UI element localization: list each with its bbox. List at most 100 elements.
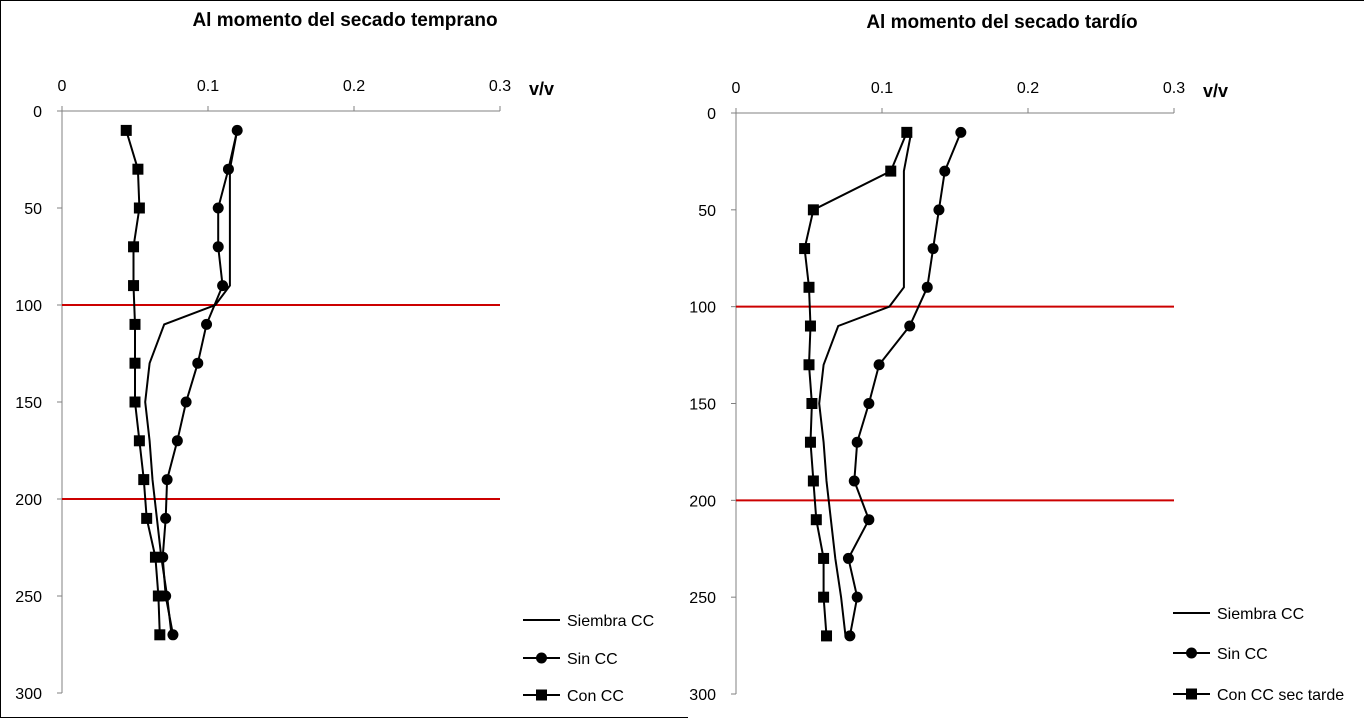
series-line <box>818 132 913 637</box>
data-point-circle <box>171 435 183 447</box>
series-line <box>847 132 962 637</box>
chart-title: Al momento del secado tardío <box>866 12 1137 33</box>
y-tick-label: 300 <box>689 687 716 704</box>
series-sin-cc <box>842 126 967 642</box>
data-point-circle <box>192 357 204 369</box>
legend-item: Sin CC <box>523 651 618 668</box>
legend-label: Sin CC <box>1217 646 1268 663</box>
legend-label: Con CC sec tarde <box>1217 687 1344 704</box>
data-point-square <box>806 398 818 409</box>
legend-item: Siembra CC <box>523 613 654 630</box>
legend-item: Con CC <box>523 688 624 705</box>
legend-label: Siembra CC <box>567 613 654 630</box>
data-point-square <box>803 281 815 293</box>
data-point-circle <box>851 591 863 603</box>
data-point-square <box>128 241 140 253</box>
legend-item: Sin CC <box>1173 646 1268 663</box>
data-point-square <box>149 551 161 563</box>
data-point-square <box>804 436 816 448</box>
legend-marker <box>536 652 547 664</box>
chart-svg-early: Al momento del secado temprano 0 0.1 0.2 0.3… <box>15 10 654 705</box>
series-con-cc-sec-tarde <box>799 126 913 642</box>
data-point-circle <box>842 552 854 564</box>
data-point-circle <box>217 280 229 292</box>
x-tick-label: 0.3 <box>489 78 511 95</box>
y-tick-label: 100 <box>689 300 716 317</box>
x-tick-label: 0.2 <box>1017 80 1039 97</box>
data-point-square <box>129 396 141 408</box>
chart-panel-early: Al momento del secado temprano 0 0.1 0.2 0.3… <box>0 0 688 718</box>
x-tick-label: 0.2 <box>343 78 365 95</box>
y-tick-label: 150 <box>689 397 716 414</box>
legend-marker <box>1186 688 1197 700</box>
y-tick-label: 250 <box>689 590 716 607</box>
data-point-square <box>807 204 819 216</box>
data-point-circle <box>904 320 916 332</box>
y-tick-label: 200 <box>15 492 42 509</box>
data-point-square <box>128 280 140 292</box>
data-point-square <box>132 163 144 175</box>
legend-marker <box>1186 647 1197 659</box>
data-point-square <box>803 359 815 371</box>
data-point-square <box>154 629 166 641</box>
data-point-square <box>120 124 132 136</box>
series-line <box>144 130 239 635</box>
data-point-circle <box>160 512 172 524</box>
data-point-square <box>133 202 145 214</box>
data-point-square <box>818 552 830 564</box>
x-tick-label: 0 <box>58 78 67 95</box>
chart-panel-late: Al momento del secado tardío 0 0.1 0.2 0.3 v/… <box>688 0 1364 718</box>
data-point-circle <box>939 165 951 177</box>
x-tick-label: 0 <box>732 80 741 97</box>
y-tick-label: 250 <box>15 589 42 606</box>
y-tick-label: 50 <box>698 203 716 220</box>
data-point-circle <box>863 398 875 409</box>
data-point-square <box>141 512 153 524</box>
data-point-circle <box>873 359 885 371</box>
y-tick-label: 300 <box>15 686 42 703</box>
data-point-circle <box>201 318 213 330</box>
legend-item: Con CC sec tarde <box>1173 687 1344 704</box>
y-tick-label: 50 <box>24 201 42 218</box>
x-tick-label: 0.1 <box>871 80 893 97</box>
series-line <box>803 132 908 636</box>
data-point-circle <box>927 243 939 255</box>
data-point-circle <box>161 474 173 486</box>
data-point-square <box>885 165 897 177</box>
data-point-square <box>133 435 145 447</box>
data-point-square <box>138 474 150 486</box>
data-point-square <box>152 590 164 602</box>
series-siembra-cc <box>818 132 913 637</box>
data-point-square <box>810 514 822 526</box>
data-point-square <box>821 630 833 642</box>
data-point-square <box>129 357 141 369</box>
legend-label: Sin CC <box>567 651 618 668</box>
x-tick-label: 0.1 <box>197 78 219 95</box>
data-point-square <box>804 320 816 332</box>
chart-svg-late: Al momento del secado tardío 0 0.1 0.2 0.3 v/… <box>689 12 1344 704</box>
series-line <box>125 130 161 635</box>
data-point-square <box>799 243 811 255</box>
y-tick-label: 0 <box>707 106 716 123</box>
data-point-circle <box>222 163 234 175</box>
y-tick-label: 100 <box>15 298 42 315</box>
data-point-circle <box>921 281 933 293</box>
data-point-circle <box>212 202 224 214</box>
series-line <box>161 130 239 635</box>
y-tick-label: 0 <box>33 104 42 121</box>
legend-label: Siembra CC <box>1217 606 1304 623</box>
data-point-circle <box>180 396 192 408</box>
data-point-circle <box>212 241 224 253</box>
legend-label: Con CC <box>567 688 624 705</box>
x-tick-label: 0.3 <box>1163 80 1185 97</box>
data-point-circle <box>231 124 243 136</box>
x-unit-label: v/v <box>1203 81 1228 101</box>
data-point-circle <box>851 436 863 448</box>
data-point-square <box>807 475 819 487</box>
data-point-circle <box>955 126 967 138</box>
data-point-square <box>818 591 830 603</box>
data-point-square <box>901 126 913 138</box>
data-point-circle <box>863 514 875 526</box>
series-sin-cc <box>157 124 243 641</box>
y-tick-label: 150 <box>15 395 42 412</box>
